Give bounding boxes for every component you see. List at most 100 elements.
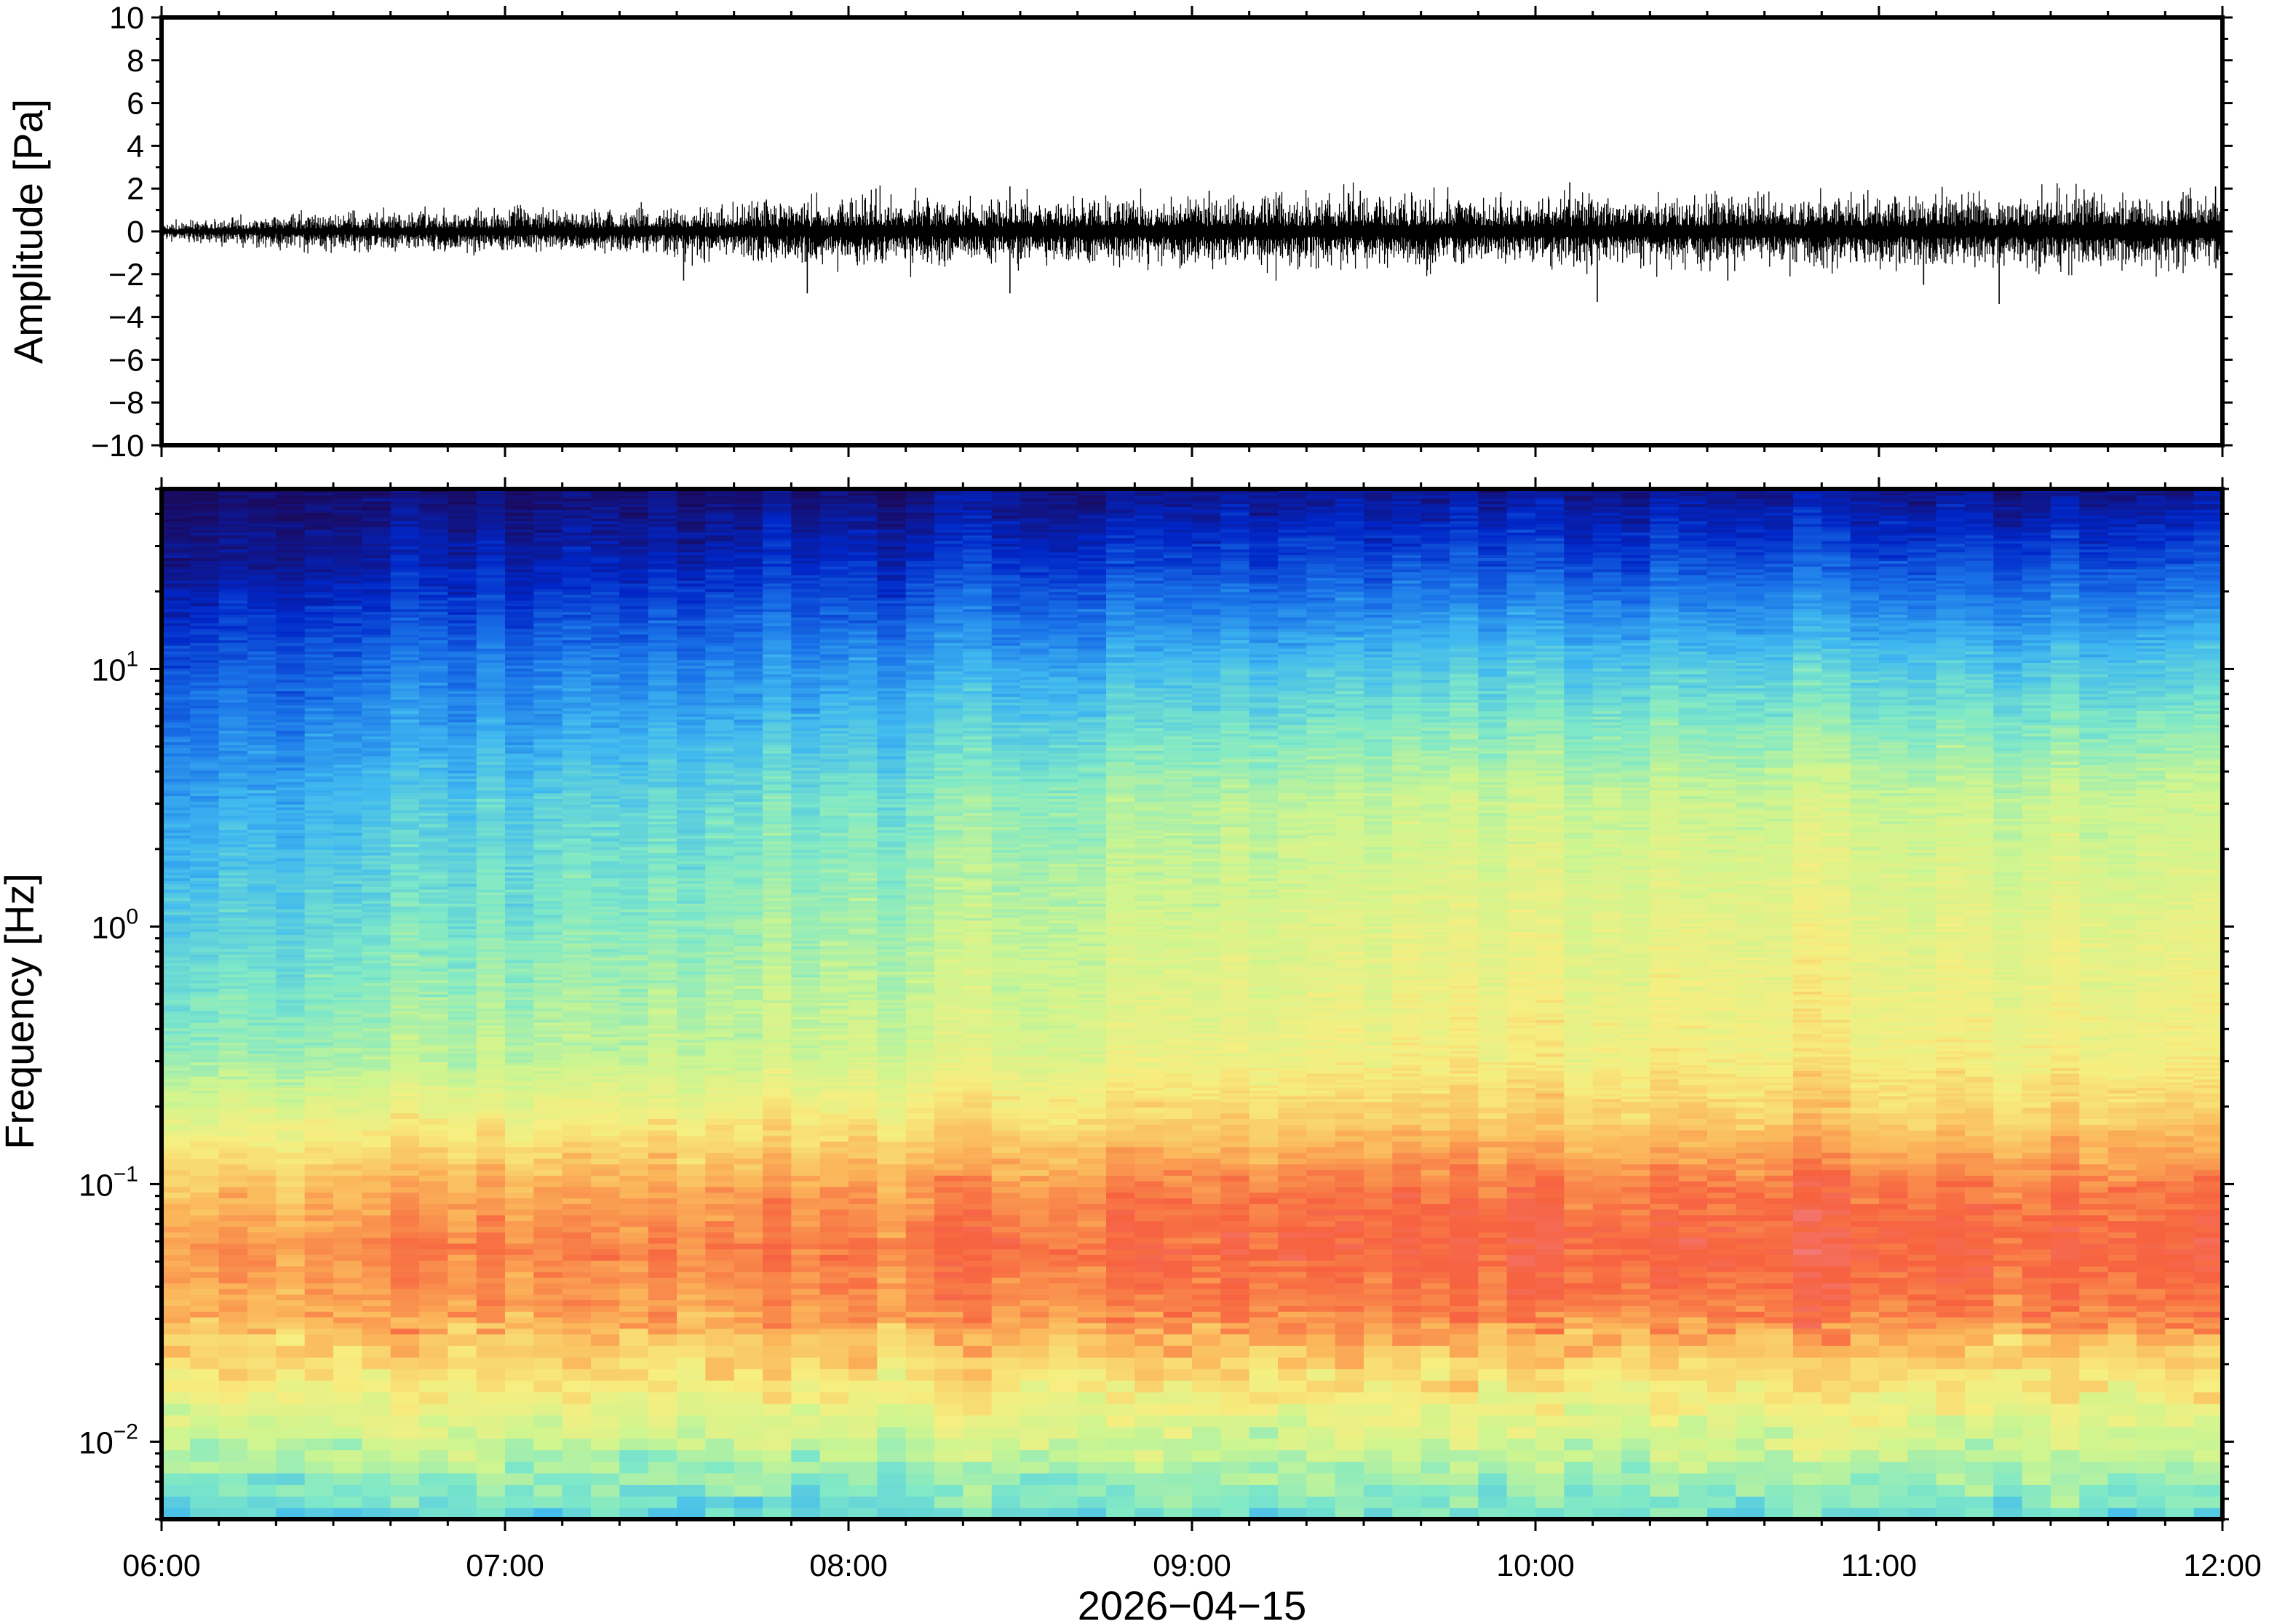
- spectrogram-cell: [305, 1345, 334, 1358]
- spectrogram-cell: [419, 1272, 448, 1278]
- spectrogram-cell: [563, 1112, 592, 1119]
- spectrogram-cell: [505, 1380, 534, 1393]
- spectrogram-cell: [648, 1484, 677, 1497]
- spectrogram-cell: [505, 1427, 534, 1439]
- spectrogram-cell: [563, 1158, 592, 1165]
- spectrogram-cell: [219, 1198, 248, 1204]
- spectrogram-cell: [477, 1438, 506, 1451]
- spectrogram-cell: [333, 1153, 362, 1159]
- spectrogram-cell: [190, 1266, 219, 1273]
- spectrogram-cell: [533, 1438, 563, 1451]
- spectrogram-cell: [219, 1153, 248, 1159]
- spectrogram-cell: [619, 1357, 648, 1369]
- spectrogram-cell: [419, 1415, 448, 1428]
- spectrogram-cell: [305, 1220, 334, 1227]
- spectrogram-cell: [448, 1323, 477, 1329]
- spectrogram-cell: [477, 1328, 506, 1334]
- spectrogram-cell: [219, 1272, 248, 1278]
- spectrogram-cell: [505, 1153, 534, 1159]
- spectrogram-cell: [505, 1187, 534, 1193]
- spectrogram-cell: [305, 1254, 334, 1261]
- spectrogram-cell: [333, 1181, 362, 1187]
- amplitude-tick-label: −6: [108, 343, 144, 378]
- spectrogram-cell: [247, 1369, 277, 1381]
- spectrogram-cell: [305, 1323, 334, 1329]
- spectrogram-cell: [648, 1147, 677, 1153]
- spectrogram-cell: [419, 1345, 448, 1358]
- spectrogram-cell: [591, 1266, 620, 1273]
- spectrogram-cell: [448, 1232, 477, 1238]
- spectrogram-cell: [362, 1136, 391, 1142]
- spectrogram-cell: [505, 1169, 534, 1176]
- spectrogram-cell: [162, 1118, 191, 1125]
- spectrogram-cell: [247, 1496, 277, 1508]
- spectrogram-cell: [333, 1260, 362, 1267]
- spectrogram-cell: [533, 1243, 563, 1250]
- spectrogram-cell: [477, 1198, 506, 1204]
- spectrogram-cell: [219, 1164, 248, 1171]
- spectrogram-cell: [533, 1215, 563, 1222]
- spectrogram-cell: [419, 1232, 448, 1238]
- spectrogram-cell: [276, 1305, 305, 1312]
- spectrogram-cell: [247, 1345, 277, 1358]
- spectrogram-cell: [563, 1192, 592, 1198]
- spectrogram-cell: [162, 1164, 191, 1171]
- spectrogram-cell: [448, 1317, 477, 1324]
- spectrogram-cell: [591, 1449, 620, 1462]
- spectrogram-cell: [533, 1192, 563, 1198]
- spectrogram-cell: [448, 1192, 477, 1198]
- spectrogram-cell: [648, 1254, 677, 1261]
- spectrogram-cell: [391, 1272, 420, 1278]
- spectrogram-cell: [362, 1153, 391, 1159]
- spectrogram-cell: [619, 1289, 648, 1295]
- spectrogram-cell: [505, 1305, 534, 1312]
- spectrogram-cell: [619, 1427, 648, 1439]
- spectrogram-cell: [477, 1254, 506, 1261]
- spectrogram-cell: [162, 1192, 191, 1198]
- spectrogram-cell: [448, 1107, 477, 1114]
- spectrogram-cell: [591, 1136, 620, 1142]
- spectrogram-cell: [448, 1404, 477, 1416]
- spectrogram-cell: [591, 1175, 620, 1182]
- spectrogram-cell: [247, 1289, 277, 1295]
- spectrogram-cell: [619, 1107, 648, 1114]
- spectrogram-cell: [190, 1187, 219, 1193]
- spectrogram-cell: [419, 1238, 448, 1244]
- spectrogram-cell: [419, 1136, 448, 1142]
- spectrogram-cell: [477, 1169, 506, 1176]
- spectrogram-cell: [533, 1136, 563, 1142]
- spectrogram-cell: [276, 1209, 305, 1216]
- spectrogram-cell: [648, 1226, 677, 1233]
- spectrogram-cell: [619, 1328, 648, 1334]
- spectrogram-cell: [190, 1215, 219, 1222]
- spectrogram-cell: [563, 1369, 592, 1381]
- spectrogram-cell: [276, 1277, 305, 1283]
- spectrogram-cell: [448, 1164, 477, 1171]
- spectrogram-cell: [533, 1294, 563, 1301]
- spectrogram-cell: [477, 1153, 506, 1159]
- spectrogram-cell: [190, 1243, 219, 1250]
- spectrogram-cell: [619, 1369, 648, 1381]
- spectrogram-cell: [591, 1232, 620, 1238]
- spectrogram-cell: [190, 1427, 219, 1439]
- spectrogram-cell: [162, 1369, 191, 1381]
- spectrogram-cell: [162, 1215, 191, 1222]
- spectrogram-cell: [448, 1266, 477, 1273]
- spectrogram-cell: [305, 1141, 334, 1147]
- spectrogram-cell: [419, 1260, 448, 1267]
- spectrogram-cell: [219, 1209, 248, 1216]
- spectrogram-cell: [648, 1198, 677, 1204]
- spectrogram-cell: [305, 1124, 334, 1131]
- spectrogram-cell: [648, 1141, 677, 1147]
- spectrogram-cell: [419, 1187, 448, 1193]
- spectrogram-cell: [276, 1130, 305, 1137]
- spectrogram-cell: [391, 1392, 420, 1404]
- spectrogram-cell: [591, 1415, 620, 1428]
- spectrogram-cell: [591, 1323, 620, 1329]
- spectrogram-cell: [563, 1380, 592, 1393]
- spectrogram-cell: [276, 1266, 305, 1273]
- spectrogram-cell: [391, 1438, 420, 1451]
- spectrogram-cell: [477, 1164, 506, 1171]
- spectrogram-cell: [505, 1215, 534, 1222]
- spectrogram-cell: [219, 1380, 248, 1393]
